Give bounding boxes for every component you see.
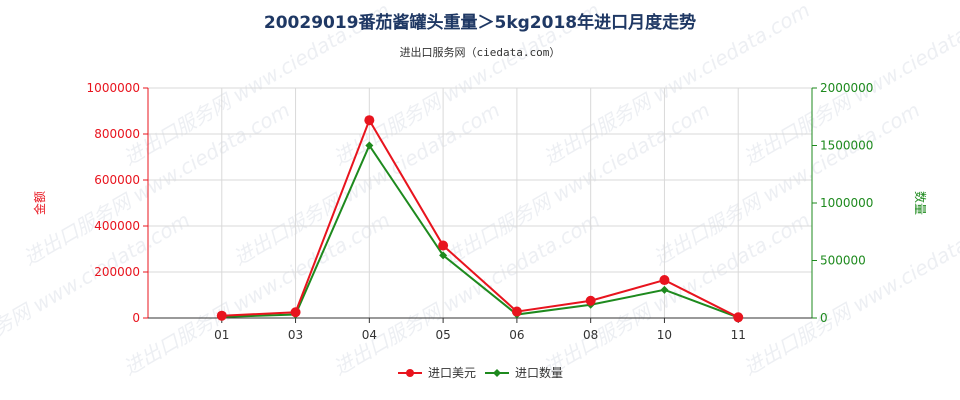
x-tick-label: 08 [583, 328, 598, 342]
y-left-tick-label: 1000000 [87, 81, 140, 95]
chart-title: 20029019番茄酱罐头重量＞5kg2018年进口月度走势 [264, 12, 696, 33]
x-tick-label: 01 [214, 328, 229, 342]
legend[interactable]: 进口美元 进口数量 [398, 365, 563, 380]
legend-label: 进口美元 [428, 366, 476, 380]
tick-labels: 0 200000 400000 600000 800000 1000000 0 500000 1… [87, 81, 874, 342]
data-point[interactable] [585, 295, 596, 306]
data-point[interactable] [659, 275, 670, 286]
data-point[interactable] [216, 310, 227, 321]
y-right-tick-label: 1000000 [820, 196, 873, 210]
y-left-tick-label: 400000 [94, 219, 140, 233]
data-point[interactable] [290, 307, 301, 318]
data-point[interactable] [365, 141, 374, 150]
y-left-tick-label: 200000 [94, 265, 140, 279]
data-point[interactable] [660, 285, 669, 294]
y-right-tick-label: 2000000 [820, 81, 873, 95]
series-layer [216, 115, 744, 323]
y-left-tick-label: 800000 [94, 127, 140, 141]
y-right-tick-label: 500000 [820, 254, 866, 268]
y-right-tick-label: 1500000 [820, 139, 873, 153]
legend-item[interactable]: 进口数量 [485, 365, 563, 380]
y-left-tick-label: 0 [132, 311, 140, 325]
legend-item[interactable]: 进口美元 [398, 366, 476, 380]
y-left-tick-label: 600000 [94, 173, 140, 187]
legend-marker [406, 369, 414, 377]
y-axis-left-title: 金额 [32, 191, 47, 215]
x-tick-label: 11 [731, 328, 746, 342]
x-tick-label: 04 [362, 328, 377, 342]
data-point[interactable] [733, 312, 744, 323]
chart-subtitle: 进出口服务网（ciedata.com） [400, 45, 561, 59]
data-point[interactable] [511, 306, 522, 317]
x-tick-label: 05 [435, 328, 450, 342]
x-tick-label: 03 [288, 328, 303, 342]
x-tick-label: 10 [657, 328, 672, 342]
legend-label: 进口数量 [515, 365, 563, 380]
legend-marker [493, 369, 501, 377]
series-line [221, 117, 739, 319]
y-axis-right-title: 数量 [913, 191, 928, 215]
series-line [221, 143, 739, 319]
data-point[interactable] [438, 240, 449, 251]
data-point[interactable] [364, 115, 375, 126]
y-right-tick-label: 0 [820, 311, 828, 325]
data-point[interactable] [439, 251, 448, 260]
x-tick-label: 06 [509, 328, 524, 342]
